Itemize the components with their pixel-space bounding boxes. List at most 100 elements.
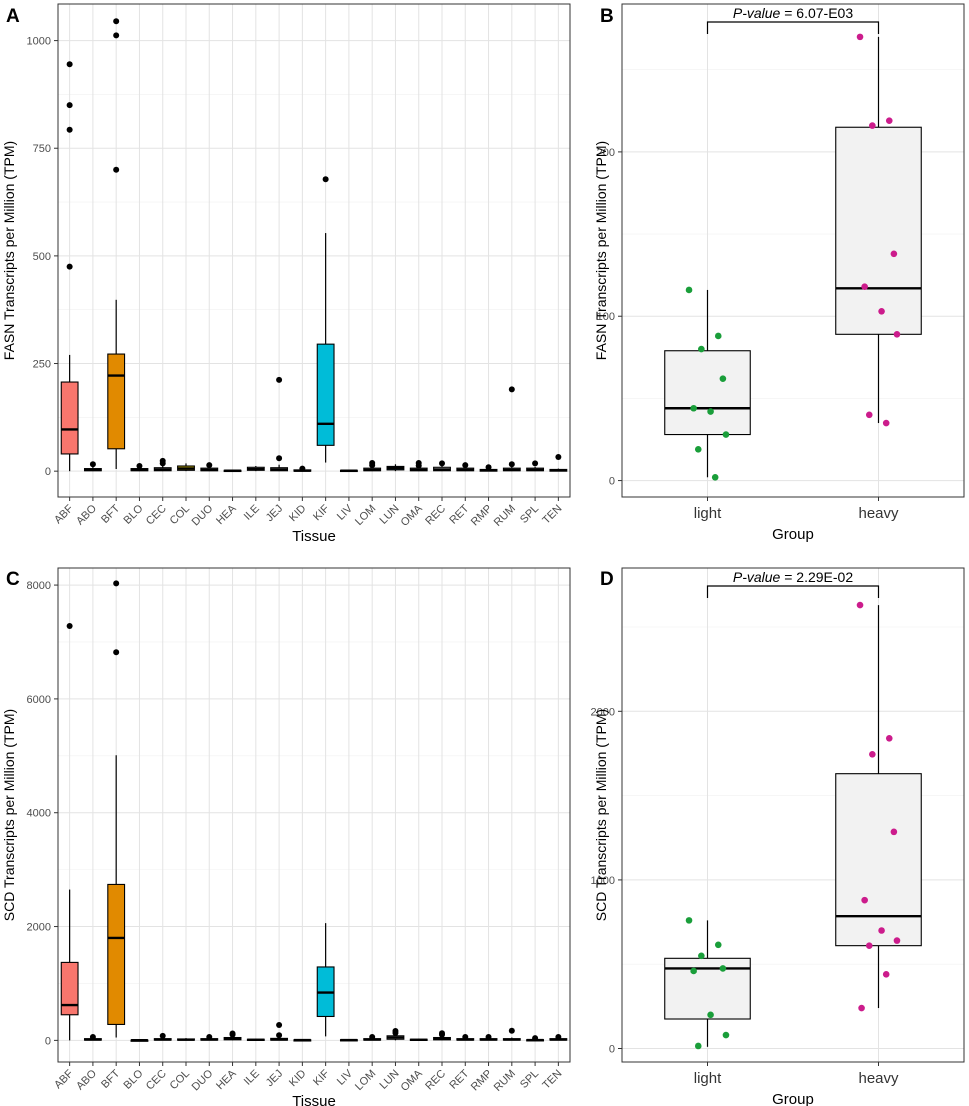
outlier-point xyxy=(439,1030,445,1037)
y-tick-label: 0 xyxy=(609,1044,615,1056)
box-heavy xyxy=(835,36,922,424)
box-abf xyxy=(60,61,79,472)
outlier-point xyxy=(113,166,120,173)
x-axis-title: Tissue xyxy=(292,1093,336,1106)
box-heavy xyxy=(835,605,922,1009)
x-tick-label: KIF xyxy=(311,502,332,523)
x-tick-label: LUN xyxy=(378,1068,402,1092)
x-tick-label: heavy xyxy=(858,505,899,522)
outlier-point xyxy=(485,1033,492,1040)
x-tick-label: ABO xyxy=(74,1067,99,1092)
y-tick-label: 750 xyxy=(33,143,51,155)
outlier-point xyxy=(392,1027,399,1034)
data-point-heavy xyxy=(861,896,868,904)
data-point-heavy xyxy=(869,122,876,129)
x-tick-label: ABF xyxy=(52,1067,76,1091)
outlier-point xyxy=(532,1035,539,1042)
x-tick-label: COL xyxy=(168,1068,192,1092)
x-tick-label: LOM xyxy=(353,503,378,528)
box-hea xyxy=(223,1030,242,1041)
box-abo xyxy=(83,461,102,472)
box-rec xyxy=(433,460,451,472)
pvalue-value: = 6.07-E03 xyxy=(780,5,853,21)
x-tick-label: JEJ xyxy=(264,1068,285,1089)
box-kif xyxy=(316,176,335,463)
data-point-light xyxy=(698,952,705,960)
outlier-point xyxy=(532,460,539,467)
data-point-heavy xyxy=(856,33,864,41)
data-point-heavy xyxy=(858,1004,865,1012)
y-tick-label: 100 xyxy=(597,311,615,323)
outlier-point xyxy=(369,459,376,466)
data-point-light xyxy=(714,332,722,340)
panel-border xyxy=(57,567,571,1063)
data-point-light xyxy=(690,967,697,975)
box-lun xyxy=(386,464,405,472)
data-point-light xyxy=(707,1011,714,1019)
outlier-point xyxy=(462,462,469,469)
y-tick-label: 1000 xyxy=(27,36,51,48)
data-point-heavy xyxy=(882,971,890,978)
outlier-point xyxy=(322,176,329,183)
outlier-point xyxy=(369,1033,376,1040)
outlier-point xyxy=(276,1032,283,1039)
box-kid xyxy=(293,1038,312,1042)
y-tick-label: 8000 xyxy=(27,580,51,592)
data-point-light xyxy=(707,408,714,415)
x-axis-title: Group xyxy=(772,526,814,543)
x-tick-label: REC xyxy=(423,1068,448,1093)
pvalue-bracket xyxy=(706,585,880,598)
outlier-point xyxy=(136,462,143,469)
x-tick-label: RMP xyxy=(469,503,495,529)
pvalue-label: P-value = 2.29E-02 xyxy=(733,569,853,585)
x-tick-label: RUM xyxy=(492,503,518,529)
y-tick-label: 200 xyxy=(597,147,615,159)
x-tick-label: BLO xyxy=(122,1067,146,1091)
y-axis-title: FASN Transcripts per Million (TPM) xyxy=(1,141,17,360)
data-point-light xyxy=(685,917,693,924)
x-tick-label: RUM xyxy=(492,1068,518,1094)
x-tick-label: TEN xyxy=(540,503,564,527)
outlier-point xyxy=(89,461,96,468)
outlier-point xyxy=(66,126,73,133)
box-cec xyxy=(153,457,172,472)
x-tick-label: ILE xyxy=(242,503,262,523)
data-point-light xyxy=(685,286,693,294)
outlier-point xyxy=(113,649,120,656)
box-body xyxy=(316,343,335,446)
outlier-point xyxy=(113,32,120,39)
box-liv xyxy=(339,469,358,473)
box-lom xyxy=(363,459,382,472)
x-tick-label: LUN xyxy=(378,503,402,527)
x-tick-label: DUO xyxy=(190,1067,216,1093)
data-point-heavy xyxy=(885,117,893,124)
data-point-light xyxy=(690,404,697,412)
x-tick-label: DUO xyxy=(190,502,216,528)
data-point-heavy xyxy=(878,927,885,934)
box-oma xyxy=(409,1038,428,1042)
x-tick-label: light xyxy=(694,1070,722,1087)
box-body xyxy=(835,773,922,947)
panel-b: B P-value = 6.07-E03 0 100 200 light heavy Grou… xyxy=(593,3,965,543)
x-tick-label: BLO xyxy=(122,502,146,526)
box-ile xyxy=(246,1038,265,1042)
y-axis-title: SCD Transcripts per Million (TPM) xyxy=(1,709,17,921)
pvalue-value: = 2.29E-02 xyxy=(780,569,853,585)
outlier-point xyxy=(159,1032,166,1039)
box-kid xyxy=(293,465,312,472)
y-tick-label: 0 xyxy=(45,466,51,478)
x-tick-label: REC xyxy=(423,503,448,528)
box-ten xyxy=(549,1033,568,1041)
y-axis-title: SCD Transcripts per Million (TPM) xyxy=(593,709,609,921)
pvalue-label-italic: P-value xyxy=(733,5,781,21)
y-tick-label: 0 xyxy=(609,476,615,488)
x-tick-label: KID xyxy=(287,1068,308,1089)
box-jej xyxy=(270,376,289,472)
outlier-point xyxy=(229,1030,236,1037)
data-point-heavy xyxy=(865,411,873,419)
outlier-point xyxy=(276,1022,283,1029)
x-tick-label: KIF xyxy=(311,1067,332,1088)
panel-d: D P-value = 2.29E-02 0 1000 2000 light heavy Gr… xyxy=(591,567,965,1106)
